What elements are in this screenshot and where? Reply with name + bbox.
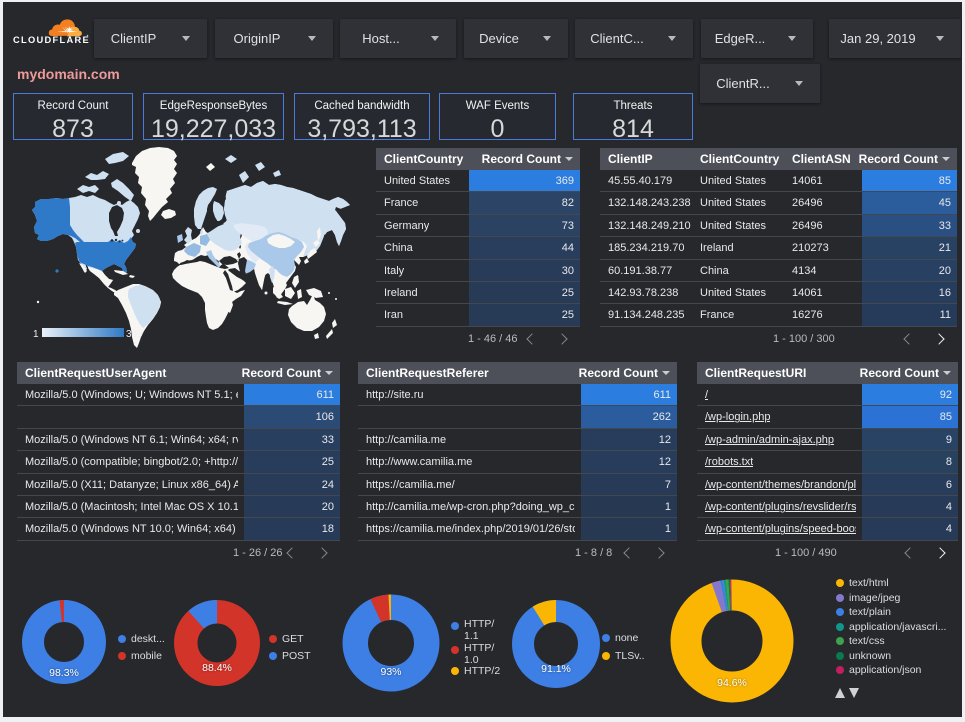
svg-text:1: 1 (33, 329, 39, 340)
svg-text:CLOUDFLARE: CLOUDFLARE (13, 35, 90, 45)
svg-text:369: 369 (126, 329, 143, 340)
